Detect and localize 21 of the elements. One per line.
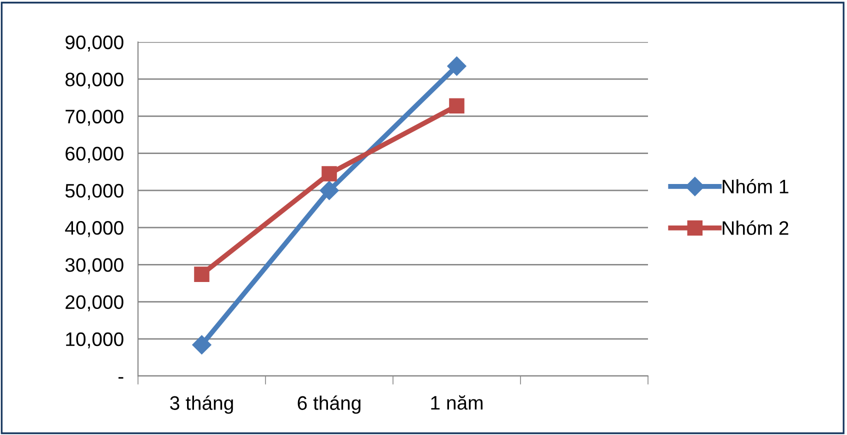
y-tick-label: 10,000 <box>66 332 124 348</box>
x-tick-label: 6 tháng <box>298 395 360 414</box>
point <box>192 335 212 354</box>
y-tick-label: 80,000 <box>65 72 124 89</box>
y-tick-label: 60,000 <box>66 146 124 163</box>
point <box>449 98 464 114</box>
y-tick-label: 50,000 <box>65 184 124 200</box>
point <box>320 180 339 200</box>
y-tick-label: 30,000 <box>65 258 124 274</box>
y-tick-label: 20,000 <box>66 295 124 312</box>
x-tick-label: 3 tháng <box>170 395 233 414</box>
point <box>322 166 337 182</box>
legend-label: Nhóm 1 <box>722 178 788 194</box>
y-tick-label: 70,000 <box>66 110 124 126</box>
y-tick-label: 40,000 <box>65 221 124 238</box>
point <box>194 266 210 282</box>
legend-label: Nhóm 2 <box>722 220 788 235</box>
x-tick-label: 1 năm <box>431 395 482 410</box>
y-tick-label: 90,000 <box>66 35 124 52</box>
point <box>447 56 466 76</box>
y-tick-label: - <box>118 377 124 379</box>
